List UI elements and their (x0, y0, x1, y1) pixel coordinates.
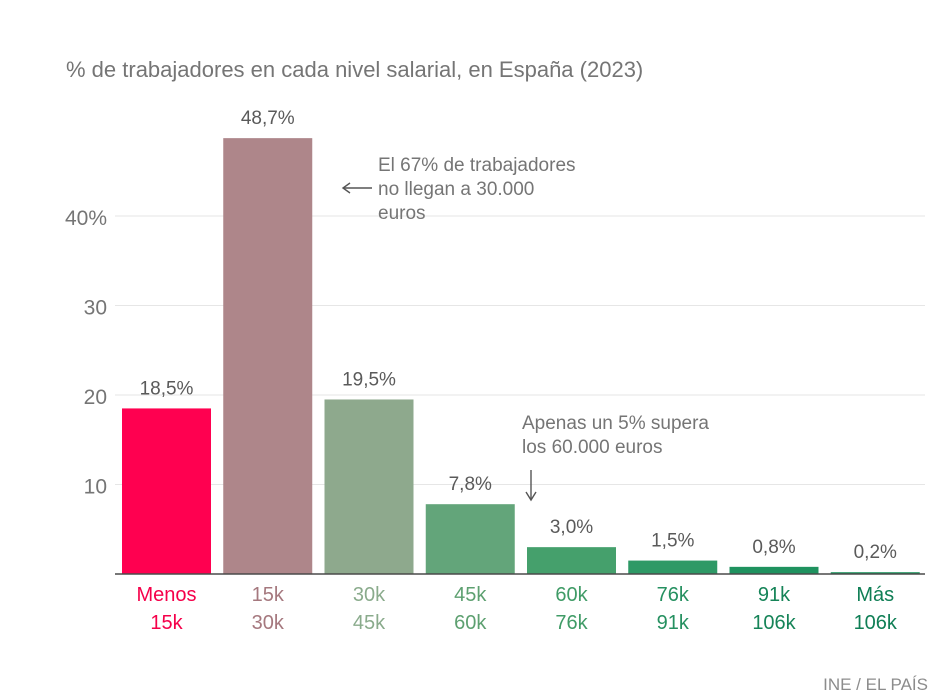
annotation-text: no llegan a 30.000 (378, 179, 534, 200)
bar (729, 566, 819, 574)
bar (830, 572, 920, 574)
data-label: 48,7% (241, 108, 295, 129)
source-credit: INE / EL PAÍS (823, 675, 928, 694)
x-tick-label: 30k (353, 584, 386, 606)
x-tick-label: 91k (657, 612, 690, 634)
x-tick-label: 15k (150, 612, 183, 634)
bar (223, 138, 313, 574)
y-tick-label: 30 (84, 297, 107, 320)
bar (122, 408, 211, 574)
data-label: 19,5% (342, 369, 396, 390)
data-label: 0,2% (854, 542, 897, 563)
annotation-text: Apenas un 5% supera (522, 413, 709, 434)
x-tick-label: Más (856, 584, 894, 606)
y-tick-label: 10 (84, 476, 107, 499)
annotation-arrowhead (525, 491, 537, 502)
x-tick-label: 76k (657, 584, 690, 606)
bar (324, 399, 414, 574)
bar (628, 560, 718, 574)
x-tick-label: 106k (752, 612, 796, 634)
data-label: 0,8% (752, 537, 795, 558)
x-tick-label: 15k (252, 584, 285, 606)
x-tick-label: 91k (758, 584, 791, 606)
x-tick-label: 106k (854, 612, 898, 634)
x-tick-label: 76k (555, 612, 588, 634)
x-tick-label: Menos (136, 584, 196, 606)
chart-title: % de trabajadores en cada nivel salarial… (66, 57, 644, 82)
bar (425, 504, 515, 574)
x-tick-label: 60k (555, 584, 588, 606)
data-label: 3,0% (550, 517, 593, 538)
x-tick-label: 45k (353, 612, 386, 634)
x-tick-label: 30k (252, 612, 285, 634)
y-tick-label: 20 (84, 386, 107, 409)
x-tick-label: 45k (454, 584, 487, 606)
annotation-arrowhead (341, 182, 351, 194)
annotation-text: euros (378, 203, 426, 224)
data-label: 7,8% (449, 474, 492, 495)
data-label: 18,5% (140, 378, 194, 399)
y-tick-label: 40% (65, 207, 107, 230)
annotation-text: los 60.000 euros (522, 437, 663, 458)
bar (527, 547, 616, 574)
data-label: 1,5% (651, 531, 694, 552)
annotation-text: El 67% de trabajadores (378, 155, 576, 176)
x-tick-label: 60k (454, 612, 487, 634)
